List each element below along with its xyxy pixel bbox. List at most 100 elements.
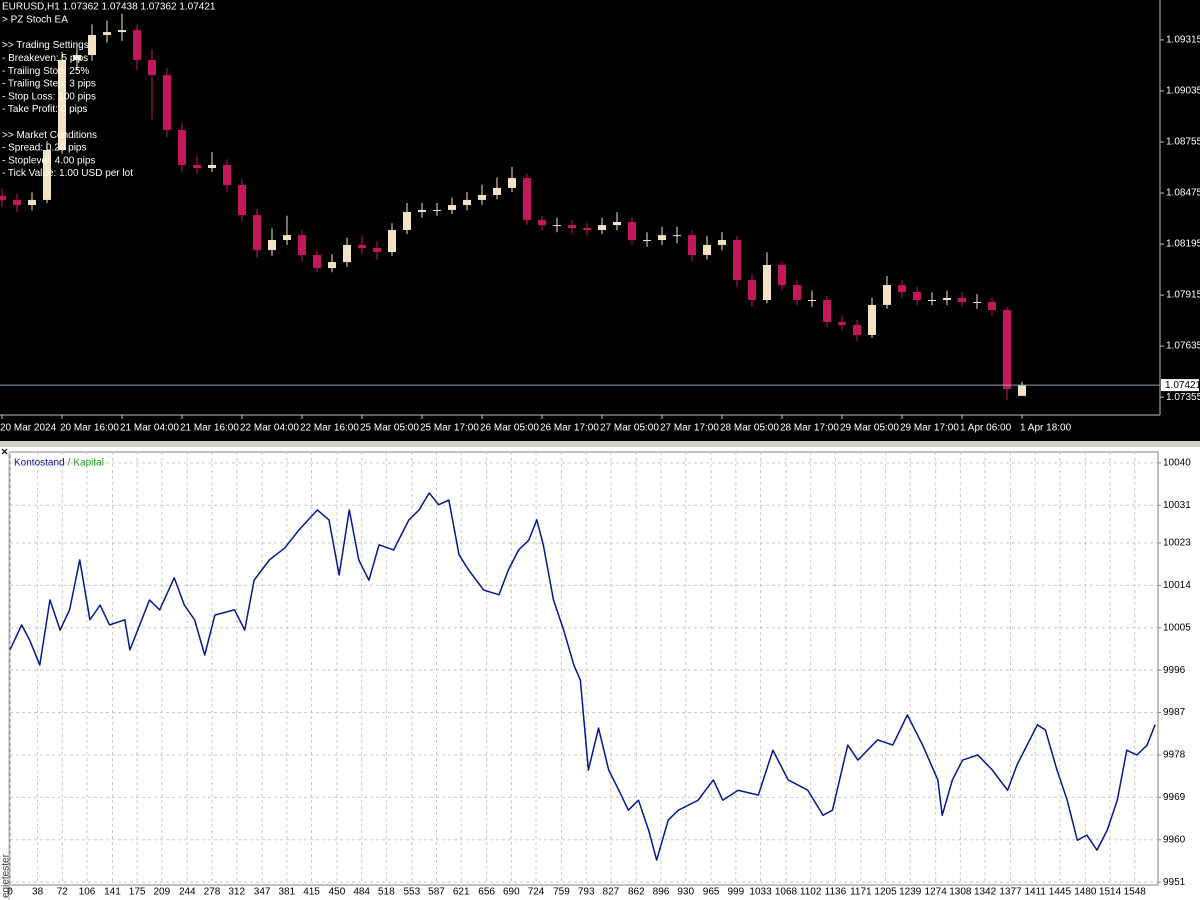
candle-body (433, 209, 441, 211)
x-tick-label: 141 (104, 887, 121, 898)
overlay-text: > PZ Stoch EA (2, 15, 68, 26)
y-tick-label: 1.09035 (1166, 86, 1200, 97)
x-tick-label: 312 (228, 887, 245, 898)
x-tick-label: 27 Mar 17:00 (660, 423, 719, 434)
current-price-label: 1.07421 (1165, 380, 1200, 391)
candle-body (538, 219, 546, 226)
x-tick-label: 278 (204, 887, 221, 898)
candle-body (883, 285, 891, 305)
x-tick-label: 415 (303, 887, 320, 898)
candle-body (838, 322, 846, 325)
x-tick-label: 621 (453, 887, 470, 898)
x-tick-label: 175 (129, 887, 146, 898)
candle-body (13, 199, 21, 206)
candle-body (418, 209, 426, 212)
candle-body (928, 299, 936, 301)
candle-body (118, 30, 126, 33)
x-tick-label: 1308 (949, 887, 972, 898)
x-tick-label: 1136 (825, 887, 847, 898)
x-tick-label: 209 (154, 887, 171, 898)
candle-body (298, 235, 306, 255)
candle-body (553, 225, 561, 227)
x-tick-label: 1480 (1074, 887, 1097, 898)
x-tick-label: 690 (503, 887, 520, 898)
x-tick-label: 26 Mar 17:00 (540, 423, 599, 434)
x-tick-label: 484 (353, 887, 370, 898)
x-tick-label: 347 (254, 887, 271, 898)
candle-body (808, 299, 816, 301)
candle-body (163, 75, 171, 130)
x-tick-label: 1377 (999, 887, 1022, 898)
candle-body (733, 240, 741, 280)
candle-body (238, 184, 246, 216)
candle-body (478, 195, 486, 200)
candle-body (28, 199, 36, 206)
x-tick-label: 21 Mar 16:00 (180, 423, 239, 434)
candle-body (43, 149, 51, 200)
y-tick-label: 1.08475 (1166, 188, 1200, 199)
overlay-text: - Spread: 0.20 pips (2, 143, 87, 154)
overlay-text: - Tick Value: 1.00 USD per lot (2, 168, 133, 179)
x-tick-label: 72 (57, 887, 69, 898)
candle-body (58, 59, 66, 150)
close-icon-stroke (1, 448, 8, 455)
candle-body (508, 178, 516, 188)
x-tick-label: 381 (278, 887, 295, 898)
legend-entry: Kontostand (14, 458, 65, 469)
candle-body (583, 228, 591, 231)
candle-body (1018, 385, 1026, 396)
x-tick-label: 553 (403, 887, 420, 898)
y-tick-label: 9996 (1163, 665, 1186, 676)
candle-body (943, 297, 951, 300)
x-tick-label: 827 (603, 887, 620, 898)
y-tick-label: 9951 (1163, 877, 1186, 888)
candle-body (493, 187, 501, 196)
x-tick-label: 793 (578, 887, 595, 898)
x-tick-label: 1514 (1099, 887, 1122, 898)
candle-body (793, 285, 801, 300)
x-tick-label: 20 Mar 2024 (0, 423, 57, 434)
x-tick-label: 38 (32, 887, 44, 898)
x-tick-label: 1102 (800, 887, 822, 898)
candle-body (358, 244, 366, 249)
candle-body (193, 164, 201, 169)
candle-body (868, 304, 876, 335)
y-tick-label: 1.08195 (1166, 239, 1200, 250)
candle-body (0, 195, 6, 200)
x-tick-label: 1068 (775, 887, 798, 898)
x-tick-label: 1239 (899, 887, 922, 898)
candle-body (823, 299, 831, 323)
candle-body (328, 262, 336, 269)
candle-body (958, 297, 966, 303)
candle-body (178, 129, 186, 165)
x-tick-label: 1171 (850, 887, 872, 898)
candle-body (463, 199, 471, 206)
overlay-text: >> Trading Settings (2, 40, 89, 51)
candle-body (148, 59, 156, 76)
candle-body (763, 265, 771, 300)
candle-body (658, 235, 666, 241)
candle-body (898, 285, 906, 292)
x-tick-label: 1 Apr 06:00 (960, 423, 1012, 434)
y-tick-label: 10005 (1163, 622, 1191, 633)
legend-entry: Kapital (73, 458, 104, 469)
y-tick-label: 1.07355 (1166, 392, 1200, 403)
x-tick-label: 21 Mar 04:00 (120, 423, 179, 434)
legend-separator: / (68, 458, 71, 469)
x-tick-label: 26 Mar 05:00 (480, 423, 539, 434)
candle-body (448, 205, 456, 210)
overlay-text: - Trailing Step: 3 pips (2, 79, 96, 90)
close-icon[interactable] (1, 448, 8, 455)
overlay-text: - Stoplevel: 4.00 pips (2, 155, 95, 166)
candle-body (73, 55, 81, 60)
y-tick-label: 10040 (1163, 457, 1191, 468)
candle-body (718, 240, 726, 245)
overlay-text: - Breakeven: 5 pips (2, 53, 88, 64)
candle-body (643, 240, 651, 242)
price-panel-bg (0, 0, 1200, 441)
candle-body (748, 279, 756, 300)
y-tick-label: 10023 (1163, 538, 1191, 549)
candle-body (253, 215, 261, 251)
